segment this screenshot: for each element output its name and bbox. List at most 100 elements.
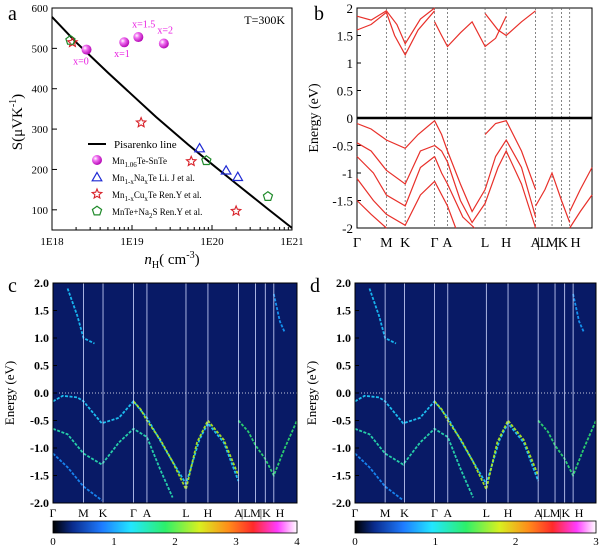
- y-tick-label: 0.5: [336, 359, 351, 373]
- legend-marker-2: [90, 187, 104, 200]
- data-point-series-2: [185, 154, 198, 167]
- band-line: [356, 7, 435, 45]
- panel-c-ylabel: Energy (eV): [2, 361, 17, 425]
- data-point-series-0: [119, 37, 130, 48]
- colorbar-tick-label: 1: [433, 536, 439, 547]
- kpoint-label: M: [380, 236, 393, 251]
- xlabel-close: ): [195, 252, 200, 268]
- panel-a: a T=300K 1E18 1E19 1E20 1E21 100 200 300 400 500…: [8, 3, 304, 271]
- legend-label-3: MnTe+Na2S Ren.Y et al.: [112, 207, 202, 220]
- data-point-series-0: [133, 32, 144, 43]
- y-tick-label: -2.0: [332, 496, 351, 510]
- kpoint-label: L: [182, 506, 189, 520]
- panel-c-colorbar-ticks: 0 1 2 3 4: [50, 536, 300, 547]
- band-line: [434, 120, 537, 218]
- y-tick-label: 1.5: [34, 304, 49, 318]
- panel-c-bands: [52, 283, 298, 503]
- colorbar-tick-label: 3: [233, 536, 239, 547]
- data-point-series-0: [81, 44, 92, 55]
- kpoint-label: |K: [260, 506, 271, 520]
- band-line: [434, 15, 507, 48]
- panel-a-point-labels: x=1.5x=2 x=0 x=1: [73, 19, 173, 67]
- y-tick-label: 0.5: [337, 84, 353, 99]
- y-tick-label: 1.0: [336, 331, 351, 345]
- spectral-band: [354, 427, 474, 498]
- y-tick-label: -1.5: [332, 194, 353, 209]
- x-tick-label: 1E19: [120, 236, 144, 248]
- kpoint-label: H: [276, 506, 285, 520]
- ylabel-text: S(μVK: [10, 107, 26, 150]
- kpoint-label: |L: [241, 506, 251, 520]
- point-label: x=2: [157, 25, 173, 36]
- kpoint-label: M: [250, 506, 261, 520]
- spectral-band: [272, 293, 286, 333]
- kpoint-label: |L: [537, 236, 548, 251]
- y-tick-label: 600: [32, 3, 49, 15]
- y-tick-label: 2: [347, 1, 354, 16]
- legend-label-2: Mn1-xCuxTe Ren.Y et al.: [112, 190, 202, 203]
- band-line: [356, 200, 387, 229]
- kpoint-label: A: [143, 506, 152, 520]
- kpoint-label: A: [234, 506, 243, 520]
- kpoint-label: A: [531, 236, 542, 251]
- data-point-series-1: [220, 164, 232, 175]
- kpoint-label: M: [78, 506, 89, 520]
- pisarenko-line: [51, 16, 293, 229]
- band-line: [484, 10, 536, 37]
- legend-marker-0: [92, 155, 102, 165]
- kpoint-label: M: [546, 236, 559, 251]
- y-tick-label: 1.0: [34, 331, 49, 345]
- y-tick-label: -1.0: [332, 441, 351, 455]
- panel-a-ticks: 1E18 1E19 1E20 1E21 100 200 300 400 500 600: [32, 3, 304, 248]
- data-point-series-2: [135, 116, 148, 128]
- xlabel-sub: H: [152, 260, 159, 271]
- panel-b: b -2-1.5-1-0.500.511.52Γ M K Γ A L H A|LM|K H En…: [307, 1, 593, 251]
- kpoint-label: K: [400, 236, 410, 251]
- y-tick-label: -0.5: [332, 139, 353, 154]
- kpoint-label: Γ: [352, 506, 359, 520]
- kpoint-label: H: [501, 236, 511, 251]
- x-tick-label: 1E20: [200, 236, 224, 248]
- band-line: [356, 10, 436, 57]
- kpoint-label: L: [483, 506, 490, 520]
- band-line: [356, 156, 435, 207]
- x-tick-label: 1E21: [280, 236, 303, 248]
- colorbar-tick-label: 4: [294, 536, 300, 547]
- spectral-band: [572, 293, 585, 333]
- ylabel-close: ): [10, 94, 26, 99]
- panel-b-bands: [356, 7, 593, 229]
- data-point-series-0: [158, 38, 169, 49]
- kpoint-label: |K: [559, 506, 570, 520]
- panel-letter-a: a: [8, 3, 17, 25]
- band-line: [535, 171, 571, 223]
- kpoint-label: M: [380, 506, 391, 520]
- data-point-series-1: [231, 170, 244, 182]
- spectral-band: [354, 452, 404, 502]
- y-tick-label: -1: [342, 166, 353, 181]
- data-point-series-3: [262, 190, 274, 201]
- panel-c: c 2.01.51.00.50.0-0.5-1.0-1.5-2.0Γ M K Γ A L H…: [2, 275, 300, 547]
- y-tick-label: -2.0: [30, 496, 49, 510]
- band-line: [356, 142, 435, 185]
- spectral-band: [52, 394, 240, 486]
- panel-b-ticks: -2-1.5-1-0.500.511.52Γ M K Γ A L H A|LM|K H: [332, 1, 592, 251]
- y-tick-label: 300: [32, 124, 49, 136]
- kpoint-label: |K: [555, 236, 568, 251]
- spectral-band: [52, 452, 103, 502]
- y-tick-label: -0.5: [332, 414, 351, 428]
- kpoint-label: K: [99, 506, 108, 520]
- legend-marker-3: [91, 205, 103, 216]
- spectral-band: [368, 288, 397, 345]
- kpoint-label: H: [575, 506, 584, 520]
- band-line: [569, 194, 593, 229]
- panel-d-ticks: 2.01.51.00.50.0-0.5-1.0-1.5-2.0Γ M K Γ A L H A|…: [332, 276, 584, 520]
- legend-label-0: Mn1.06Te-SnTe: [112, 156, 167, 169]
- data-point-series-2: [66, 35, 79, 48]
- y-tick-label: -0.5: [30, 414, 49, 428]
- y-tick-label: 200: [32, 164, 49, 176]
- y-tick-label: 0: [347, 111, 354, 126]
- panel-d-bands: [354, 283, 597, 503]
- kpoint-label: Γ: [50, 506, 57, 520]
- y-tick-label: 100: [32, 205, 49, 217]
